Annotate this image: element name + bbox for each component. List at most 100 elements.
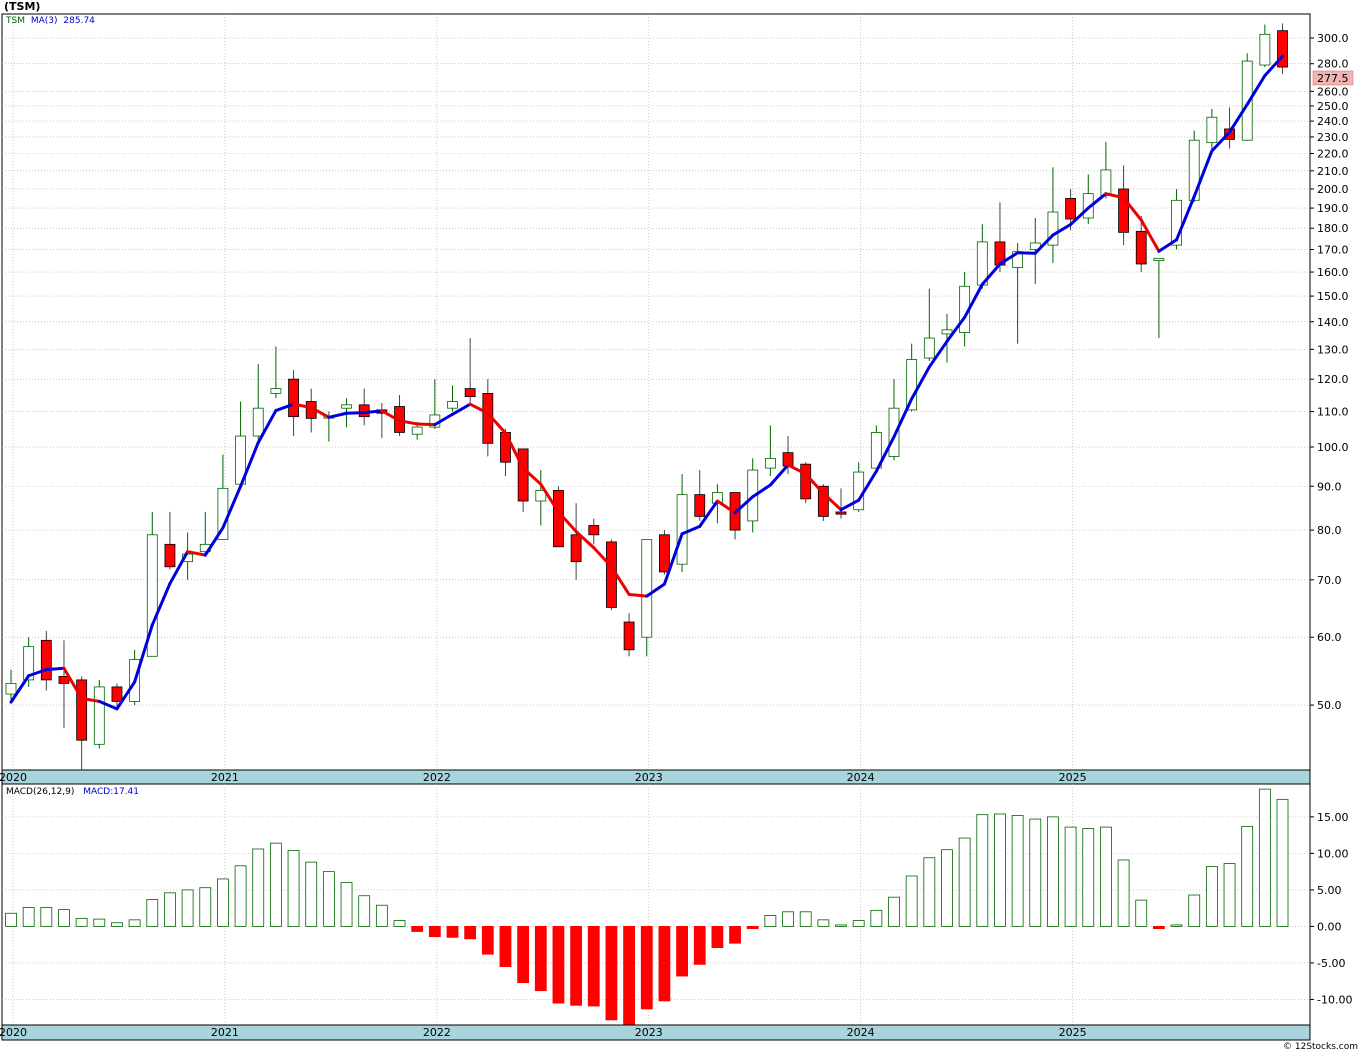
price-y-axis: 50.0 60.0 70.0 80.0 90.0 100.0 110.0 120.0 130.0… [1310, 32, 1349, 712]
ma-segment [168, 550, 190, 586]
candle-body-down [694, 494, 706, 517]
ma-segment [910, 365, 931, 401]
ma-segment [715, 499, 737, 515]
price-y-tick-label: 180.0 [1317, 222, 1349, 235]
ma-segment [645, 582, 666, 598]
candle-body-down [40, 639, 52, 681]
candle [58, 640, 70, 729]
price-y-tick-label: 150.0 [1317, 290, 1349, 303]
ma-segment [256, 409, 278, 445]
macd-legend-params: MACD(26,12,9) [6, 787, 75, 797]
macd-bar [799, 911, 812, 927]
ma-segment [1263, 54, 1285, 78]
ma-segment [309, 406, 331, 419]
ma-segment [468, 402, 490, 415]
macd-bar [711, 926, 724, 948]
macd-y-tick-label: 15.00 [1317, 811, 1349, 824]
macd-x-tick-label: 2021 [211, 1026, 239, 1039]
ma-segment [150, 582, 172, 627]
macd-bar [252, 848, 265, 927]
macd-bar [428, 926, 441, 938]
candle [941, 313, 953, 363]
candle-body-down [588, 525, 600, 536]
candle [1241, 53, 1253, 142]
ma-segment [1122, 196, 1143, 222]
macd-bar [446, 926, 459, 938]
macd-y-tick-label: -5.00 [1317, 957, 1345, 970]
ma-segment [486, 411, 507, 435]
macd-legend: MACD(26,12,9) MACD:17.41 [6, 787, 139, 797]
macd-bar [1047, 816, 1059, 927]
ma-segment [1157, 238, 1179, 253]
macd-bar [146, 898, 159, 927]
ma-segment [292, 402, 313, 410]
candle-body-down [58, 676, 70, 684]
macd-bar [5, 912, 17, 927]
candle [1259, 24, 1271, 68]
ma-segment [874, 435, 896, 473]
ma-segment [804, 472, 825, 495]
candle [464, 338, 476, 405]
price-x-axis: 2020 2021 2022 2023 2024 2025 [0, 771, 1087, 784]
candle [40, 631, 52, 691]
candle-body-up [1206, 116, 1218, 144]
candle-body-up [906, 359, 918, 411]
macd-bar [305, 861, 318, 927]
macd-bar [552, 926, 565, 1004]
macd-bar [640, 926, 653, 1010]
candle [623, 613, 635, 657]
macd-y-tick-label: 0.00 [1317, 920, 1342, 933]
candle [111, 683, 123, 709]
ma-segment [62, 666, 84, 700]
macd-bar [40, 907, 53, 927]
candle-body-down [1135, 230, 1147, 265]
macd-bar [1276, 798, 1289, 927]
price-y-tick-label: 240.0 [1317, 115, 1349, 128]
ma-segment [627, 592, 649, 598]
candle [641, 539, 653, 657]
macd-bar [269, 842, 282, 927]
ma-segment [274, 402, 296, 413]
candle-body-up [676, 494, 688, 565]
candle-body-up [270, 388, 282, 394]
candle [1153, 257, 1165, 339]
ma-segment [927, 339, 949, 369]
moving-average-line [9, 54, 1285, 711]
candle [535, 470, 547, 526]
macd-bar [499, 926, 512, 967]
candle [764, 425, 776, 477]
macd-bar [693, 926, 706, 965]
price-y-tick-label: 60.0 [1317, 631, 1342, 644]
ma-segment [503, 431, 525, 470]
macd-bar [1082, 828, 1095, 927]
candle-body-up [341, 404, 352, 409]
candle [570, 503, 582, 580]
macd-bar [111, 922, 123, 927]
price-y-tick-label: 200.0 [1317, 183, 1349, 196]
ma-segment [433, 412, 454, 427]
candle-body-down [76, 679, 88, 741]
candle [447, 385, 458, 412]
candle-body-up [1259, 33, 1271, 66]
ma-segment [1139, 218, 1161, 253]
macd-bar [375, 904, 388, 927]
macd-y-axis: -10.00 -5.00 0.00 5.00 10.00 15.00 [1310, 811, 1352, 1006]
price-y-tick-label: 140.0 [1317, 316, 1349, 329]
macd-bar [905, 875, 918, 927]
ma-segment [239, 441, 260, 488]
candle [146, 511, 158, 657]
ma-segment [892, 397, 914, 439]
candle-body-down [1118, 188, 1129, 233]
ma-segment [80, 696, 101, 703]
price-x-tick-label: 2025 [1059, 771, 1087, 784]
macd-bar [181, 889, 194, 927]
price-x-tick-label: 2022 [423, 771, 451, 784]
ma-segment [1033, 233, 1055, 255]
ma-segment [203, 526, 225, 557]
price-y-tick-label: 210.0 [1317, 165, 1349, 178]
macd-bar [22, 907, 35, 927]
candle-body-down [659, 534, 670, 573]
ma-segment [345, 411, 366, 415]
macd-bar [587, 926, 600, 1007]
